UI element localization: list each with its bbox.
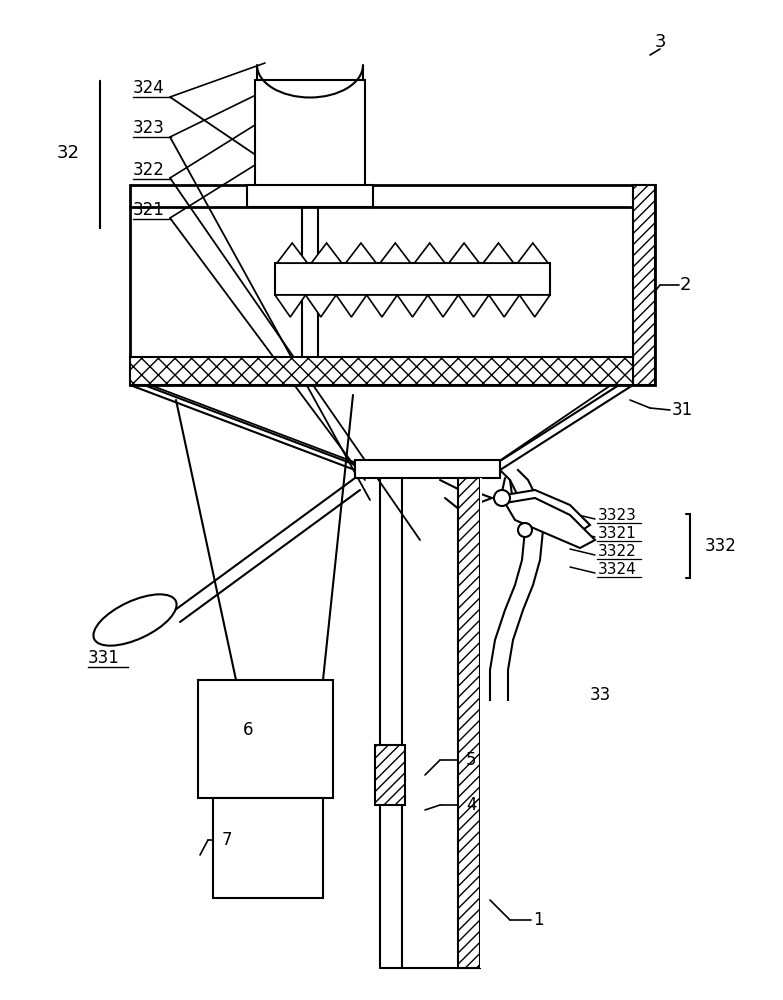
Polygon shape bbox=[277, 243, 308, 263]
Text: 32: 32 bbox=[56, 144, 80, 162]
Polygon shape bbox=[397, 295, 428, 317]
Polygon shape bbox=[346, 243, 376, 263]
Text: 323: 323 bbox=[133, 119, 165, 137]
Text: 5: 5 bbox=[466, 751, 477, 769]
Polygon shape bbox=[505, 498, 595, 548]
Polygon shape bbox=[414, 243, 445, 263]
Ellipse shape bbox=[93, 594, 177, 646]
Text: 31: 31 bbox=[672, 401, 693, 419]
Polygon shape bbox=[489, 295, 519, 317]
Polygon shape bbox=[336, 295, 366, 317]
Bar bbox=[198, 680, 333, 798]
Bar bbox=[130, 357, 633, 385]
Polygon shape bbox=[275, 295, 305, 317]
Bar bbox=[355, 460, 500, 478]
Bar bbox=[247, 185, 373, 207]
Text: 324: 324 bbox=[133, 79, 164, 97]
Text: 4: 4 bbox=[466, 796, 477, 814]
Text: 322: 322 bbox=[133, 161, 165, 179]
Bar bbox=[275, 263, 550, 295]
Bar bbox=[213, 798, 323, 898]
Bar bbox=[633, 185, 655, 385]
Text: 3: 3 bbox=[655, 33, 666, 51]
Polygon shape bbox=[305, 295, 336, 317]
Polygon shape bbox=[312, 243, 341, 263]
Text: 3323: 3323 bbox=[598, 508, 637, 522]
Polygon shape bbox=[519, 295, 550, 317]
Polygon shape bbox=[380, 243, 410, 263]
Polygon shape bbox=[458, 295, 489, 317]
Bar bbox=[458, 478, 480, 968]
Text: 2: 2 bbox=[679, 276, 691, 294]
Bar bbox=[480, 478, 482, 968]
Polygon shape bbox=[518, 243, 548, 263]
Text: 331: 331 bbox=[88, 649, 120, 667]
Polygon shape bbox=[366, 295, 397, 317]
Text: 33: 33 bbox=[590, 686, 612, 704]
Bar bbox=[130, 185, 655, 385]
Circle shape bbox=[518, 523, 532, 537]
Text: 7: 7 bbox=[222, 831, 233, 849]
Text: 3322: 3322 bbox=[598, 544, 637, 558]
Text: 6: 6 bbox=[243, 721, 254, 739]
Text: 3321: 3321 bbox=[598, 526, 637, 540]
Text: 321: 321 bbox=[133, 201, 165, 219]
Polygon shape bbox=[483, 243, 514, 263]
Bar bbox=[375, 745, 405, 805]
Polygon shape bbox=[449, 243, 479, 263]
Text: 1: 1 bbox=[533, 911, 543, 929]
Polygon shape bbox=[505, 490, 590, 535]
Polygon shape bbox=[428, 295, 458, 317]
Text: 332: 332 bbox=[705, 537, 737, 555]
Circle shape bbox=[494, 490, 510, 506]
Text: 3324: 3324 bbox=[598, 562, 637, 576]
Bar bbox=[255, 80, 365, 190]
